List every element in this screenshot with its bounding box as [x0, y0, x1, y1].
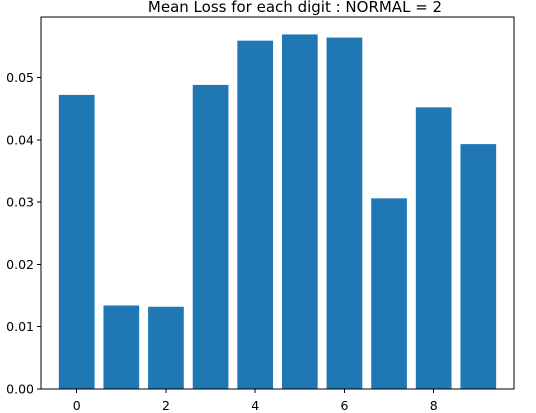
- chart-title: Mean Loss for each digit : NORMAL = 2: [148, 0, 442, 16]
- y-tick-label: 0.00: [6, 382, 34, 397]
- x-tick-label: 8: [430, 398, 438, 413]
- x-axis: 0 2 4 6 8: [73, 389, 438, 413]
- y-tick-label: 0.05: [6, 70, 34, 85]
- y-tick-label: 0.04: [6, 132, 34, 147]
- bar-digit-0: [59, 95, 95, 389]
- x-tick-label: 2: [162, 398, 170, 413]
- bar-digit-9: [460, 144, 496, 389]
- bar-digit-8: [416, 107, 452, 389]
- y-tick-label: 0.01: [6, 319, 34, 334]
- x-tick-label: 0: [73, 398, 81, 413]
- x-tick-label: 6: [340, 398, 348, 413]
- bar-digit-4: [237, 41, 273, 389]
- bar-digit-7: [371, 198, 407, 389]
- y-tick-label: 0.03: [6, 195, 34, 210]
- bars-group: [59, 34, 496, 389]
- bar-digit-6: [327, 38, 363, 389]
- y-tick-label: 0.02: [6, 257, 34, 272]
- bar-digit-5: [282, 34, 318, 389]
- bar-digit-3: [193, 85, 229, 389]
- y-axis: 0.00 0.01 0.02 0.03 0.04 0.05: [6, 70, 41, 397]
- bar-digit-2: [148, 307, 184, 389]
- x-tick-label: 4: [251, 398, 259, 413]
- bar-digit-1: [103, 306, 139, 390]
